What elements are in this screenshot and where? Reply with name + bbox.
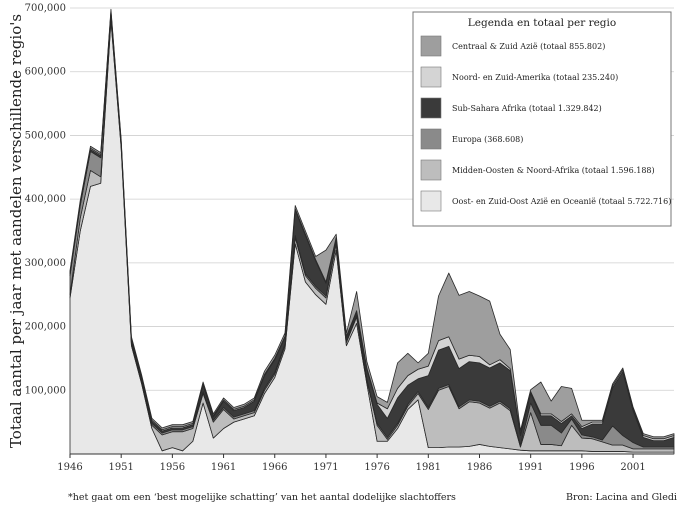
y-tick-label: 100,000 xyxy=(25,385,66,396)
x-tick-label: 1991 xyxy=(518,462,543,473)
legend-box xyxy=(412,11,672,227)
x-tick-label: 1946 xyxy=(57,462,82,473)
y-tick-label: 300,000 xyxy=(25,258,66,269)
legend-swatch xyxy=(420,190,442,212)
legend-swatch xyxy=(420,66,442,88)
y-tick-label: 700,000 xyxy=(25,3,66,14)
legend-label: Noord- en Zuid-Amerika (totaal 235.240) xyxy=(452,73,618,82)
x-tick-label: 2001 xyxy=(620,462,645,473)
y-tick-label: 200,000 xyxy=(25,322,66,333)
legend-title: Legenda en totaal per regio xyxy=(468,17,616,29)
legend-label: Oost- en Zuid-Oost Azië en Oceanië (tota… xyxy=(452,197,671,206)
legend-swatch xyxy=(420,128,442,150)
legend-label: Midden-Oosten & Noord-Afrika (totaal 1.5… xyxy=(452,166,655,175)
x-axis-ticks: 1946 1951 1956 1961 1966 1971 1976 1981 1986 1991… xyxy=(57,454,646,473)
y-tick-label: 400,000 xyxy=(25,194,66,205)
x-tick-label: 1971 xyxy=(313,462,338,473)
legend-items: Centraal & Zuid Azië (totaal 855.802) Noo… xyxy=(420,35,671,212)
legend-label: Sub-Sahara Afrika (totaal 1.329.842) xyxy=(452,104,602,113)
x-tick-label: 1996 xyxy=(569,462,594,473)
legend-swatch xyxy=(420,35,442,57)
x-tick-label: 1986 xyxy=(467,462,492,473)
x-tick-label: 1966 xyxy=(262,462,287,473)
y-tick-label: 600,000 xyxy=(25,67,66,78)
area-series-5 xyxy=(69,8,675,440)
legend-label: Centraal & Zuid Azië (totaal 855.802) xyxy=(452,42,605,51)
footnote: *het gaat om een ‘best mogelijke schatti… xyxy=(68,492,456,503)
x-tick-label: 1961 xyxy=(211,462,236,473)
x-tick-label: 1981 xyxy=(416,462,441,473)
y-tick-label: 500,000 xyxy=(25,130,66,141)
legend: Legenda en totaal per regio Centraal & Z… xyxy=(412,11,672,227)
x-tick-label: 1956 xyxy=(160,462,185,473)
y-axis-ticks: 100,000 200,000 300,000 400,000 500,000 600,0… xyxy=(25,3,66,396)
x-tick-label: 1976 xyxy=(364,462,389,473)
x-tick-label: 1951 xyxy=(108,462,133,473)
legend-swatch xyxy=(420,159,442,181)
legend-label: Europa (368.608) xyxy=(452,135,523,144)
y-axis-label: Totaal aantal per jaar met aandelen vers… xyxy=(7,14,25,448)
source-credit: Bron: Lacina and Gleditsc xyxy=(566,492,677,503)
legend-swatch xyxy=(420,97,442,119)
